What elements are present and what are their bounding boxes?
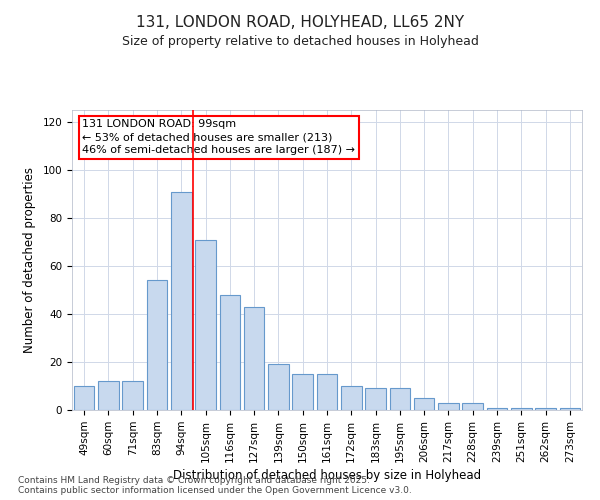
Bar bbox=[487, 408, 508, 410]
Bar bbox=[74, 386, 94, 410]
Bar bbox=[122, 381, 143, 410]
Bar bbox=[195, 240, 216, 410]
X-axis label: Distribution of detached houses by size in Holyhead: Distribution of detached houses by size … bbox=[173, 469, 481, 482]
Bar bbox=[268, 364, 289, 410]
Bar bbox=[146, 280, 167, 410]
Bar bbox=[389, 388, 410, 410]
Bar bbox=[292, 374, 313, 410]
Bar bbox=[317, 374, 337, 410]
Bar bbox=[463, 403, 483, 410]
Bar bbox=[171, 192, 191, 410]
Bar bbox=[438, 403, 459, 410]
Text: 131 LONDON ROAD: 99sqm
← 53% of detached houses are smaller (213)
46% of semi-de: 131 LONDON ROAD: 99sqm ← 53% of detached… bbox=[82, 119, 355, 156]
Bar bbox=[414, 398, 434, 410]
Bar bbox=[98, 381, 119, 410]
Y-axis label: Number of detached properties: Number of detached properties bbox=[23, 167, 35, 353]
Text: 131, LONDON ROAD, HOLYHEAD, LL65 2NY: 131, LONDON ROAD, HOLYHEAD, LL65 2NY bbox=[136, 15, 464, 30]
Bar bbox=[341, 386, 362, 410]
Bar bbox=[560, 408, 580, 410]
Bar bbox=[535, 408, 556, 410]
Text: Contains HM Land Registry data © Crown copyright and database right 2025.
Contai: Contains HM Land Registry data © Crown c… bbox=[18, 476, 412, 495]
Bar bbox=[365, 388, 386, 410]
Text: Size of property relative to detached houses in Holyhead: Size of property relative to detached ho… bbox=[122, 35, 478, 48]
Bar bbox=[220, 295, 240, 410]
Bar bbox=[244, 307, 265, 410]
Bar bbox=[511, 408, 532, 410]
